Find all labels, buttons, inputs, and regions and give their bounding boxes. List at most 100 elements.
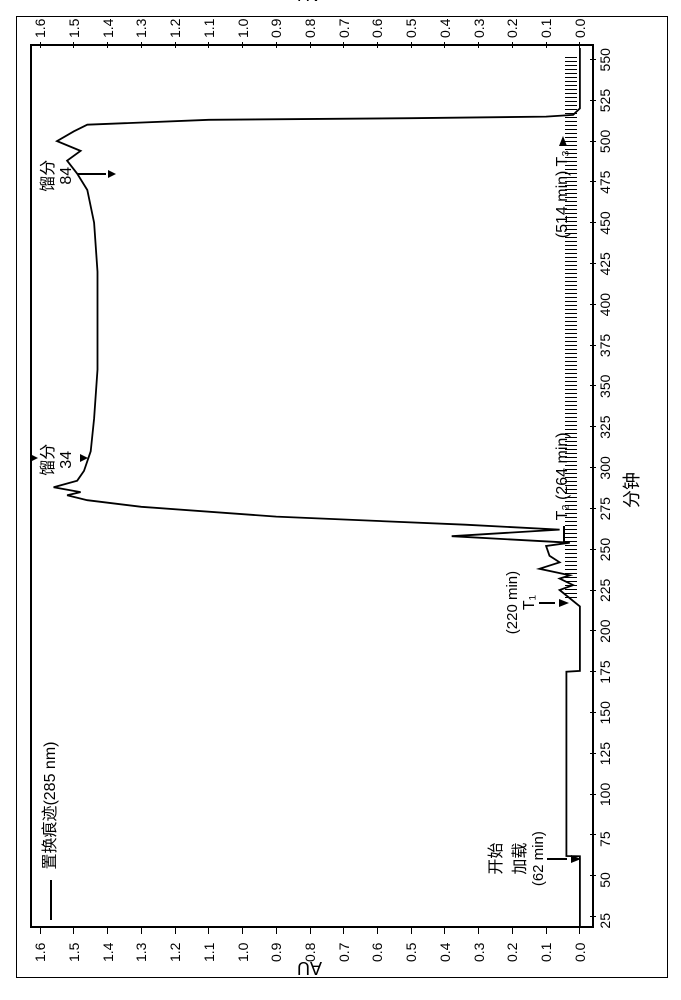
annotation-load-arrow bbox=[547, 858, 567, 860]
y-tick-label: 0.0 bbox=[572, 943, 588, 962]
legend-label: 置换痕迹(285 nm) bbox=[42, 742, 59, 870]
y-tick bbox=[73, 42, 74, 48]
x-tick bbox=[590, 794, 596, 795]
annotation-t2-label: T₂ (264 min) bbox=[554, 432, 571, 520]
x-tick bbox=[590, 385, 596, 386]
x-tick bbox=[590, 753, 596, 754]
annotation-load-line1: 开始 bbox=[482, 831, 506, 886]
y-tick bbox=[175, 928, 176, 934]
x-tick-label: 75 bbox=[597, 831, 613, 847]
x-tick bbox=[590, 467, 596, 468]
y-tick-label: 0.0 bbox=[572, 19, 588, 38]
y-tick-label: 1.5 bbox=[66, 19, 82, 38]
x-tick bbox=[590, 181, 596, 182]
annotation-frac84-arrow bbox=[78, 173, 106, 175]
y-tick bbox=[579, 928, 580, 934]
y-tick bbox=[411, 42, 412, 48]
x-tick-label: 425 bbox=[597, 252, 613, 275]
x-tick bbox=[590, 916, 596, 917]
annotation-load-start: 开始 加载 (62 min) bbox=[482, 831, 547, 886]
y-tick bbox=[478, 42, 479, 48]
x-tick bbox=[590, 263, 596, 264]
annotation-t3: (514 min) T₃ bbox=[554, 150, 572, 238]
annotation-fraction-34: 馏分 34 bbox=[34, 444, 76, 476]
x-tick-label: 500 bbox=[597, 130, 613, 153]
y-tick-label: 1.3 bbox=[133, 19, 149, 38]
annotation-t2: T₂ (264 min) bbox=[554, 432, 572, 520]
y-tick-label: 0.9 bbox=[268, 19, 284, 38]
y-tick-label: 1.4 bbox=[100, 19, 116, 38]
y-tick bbox=[444, 928, 445, 934]
y-tick-label: 0.1 bbox=[538, 19, 554, 38]
x-tick-label: 400 bbox=[597, 293, 613, 316]
y-tick-label: 0.7 bbox=[336, 19, 352, 38]
x-tick-label: 50 bbox=[597, 872, 613, 888]
annotation-frac84-top: 馏分 bbox=[34, 160, 58, 192]
annotation-load-line3: (62 min) bbox=[530, 831, 547, 886]
y-tick bbox=[208, 928, 209, 934]
y-tick-label: 0.8 bbox=[302, 943, 318, 962]
y-tick-label: 0.3 bbox=[471, 943, 487, 962]
x-tick bbox=[590, 222, 596, 223]
y-tick-label: 1.6 bbox=[32, 19, 48, 38]
x-tick-label: 225 bbox=[597, 579, 613, 602]
x-tick-label: 325 bbox=[597, 415, 613, 438]
y-tick-label: 0.6 bbox=[369, 19, 385, 38]
x-tick bbox=[590, 508, 596, 509]
annotation-load-line2: 加载 bbox=[506, 831, 530, 886]
x-tick bbox=[590, 59, 596, 60]
y-tick bbox=[73, 928, 74, 934]
y-tick-label: 1.2 bbox=[167, 943, 183, 962]
y-tick-label: 1.2 bbox=[167, 19, 183, 38]
annotation-t1-arrow bbox=[539, 602, 555, 604]
y-tick bbox=[276, 42, 277, 48]
x-tick-label: 375 bbox=[597, 334, 613, 357]
x-tick-label: 275 bbox=[597, 497, 613, 520]
y-tick bbox=[310, 42, 311, 48]
y-tick-label: 0.9 bbox=[268, 943, 284, 962]
y-tick-label: 1.1 bbox=[201, 19, 217, 38]
y-tick bbox=[546, 928, 547, 934]
x-tick-label: 525 bbox=[597, 89, 613, 112]
y-tick-label: 0.3 bbox=[471, 19, 487, 38]
y-tick bbox=[208, 42, 209, 48]
y-tick bbox=[377, 42, 378, 48]
y-tick-label: 1.0 bbox=[235, 19, 251, 38]
x-tick bbox=[590, 671, 596, 672]
y-tick-label: 0.4 bbox=[437, 943, 453, 962]
annotation-t3-label: (514 min) T₃ bbox=[554, 150, 571, 238]
x-tick-label: 125 bbox=[597, 742, 613, 765]
y-tick-label: 0.8 bbox=[302, 19, 318, 38]
y-tick-label: 0.4 bbox=[437, 19, 453, 38]
y-tick bbox=[512, 42, 513, 48]
y-tick bbox=[242, 928, 243, 934]
y-tick bbox=[276, 928, 277, 934]
x-tick-label: 475 bbox=[597, 171, 613, 194]
annotation-t1-minutes: (220 min) bbox=[504, 571, 521, 634]
x-tick bbox=[590, 141, 596, 142]
y-tick-label: 1.6 bbox=[32, 943, 48, 962]
y-tick bbox=[377, 928, 378, 934]
x-tick-label: 100 bbox=[597, 783, 613, 806]
legend: 置换痕迹(285 nm) bbox=[36, 742, 60, 920]
y-tick-label: 1.3 bbox=[133, 943, 149, 962]
x-tick-label: 150 bbox=[597, 701, 613, 724]
annotation-fraction-84: 馏分 84 bbox=[34, 160, 76, 192]
x-tick-label: 300 bbox=[597, 456, 613, 479]
y-tick-label: 0.6 bbox=[369, 943, 385, 962]
x-tick-label: 550 bbox=[597, 48, 613, 71]
y-tick-label: 0.5 bbox=[403, 943, 419, 962]
x-tick bbox=[590, 100, 596, 101]
y-tick bbox=[310, 928, 311, 934]
annotation-t1: (220 min) T₁ bbox=[504, 571, 539, 634]
annotation-t2-arrow bbox=[563, 526, 565, 544]
x-axis-label: 分钟 bbox=[618, 472, 644, 508]
x-tick-label: 450 bbox=[597, 211, 613, 234]
displacement-trace bbox=[54, 48, 580, 928]
x-tick bbox=[590, 549, 596, 550]
x-tick bbox=[590, 426, 596, 427]
y-tick bbox=[141, 42, 142, 48]
chart-root: 置换痕迹(285 nm) 分钟 AU AU 255075100125150175… bbox=[0, 0, 681, 1000]
y-tick bbox=[343, 928, 344, 934]
x-tick bbox=[590, 304, 596, 305]
